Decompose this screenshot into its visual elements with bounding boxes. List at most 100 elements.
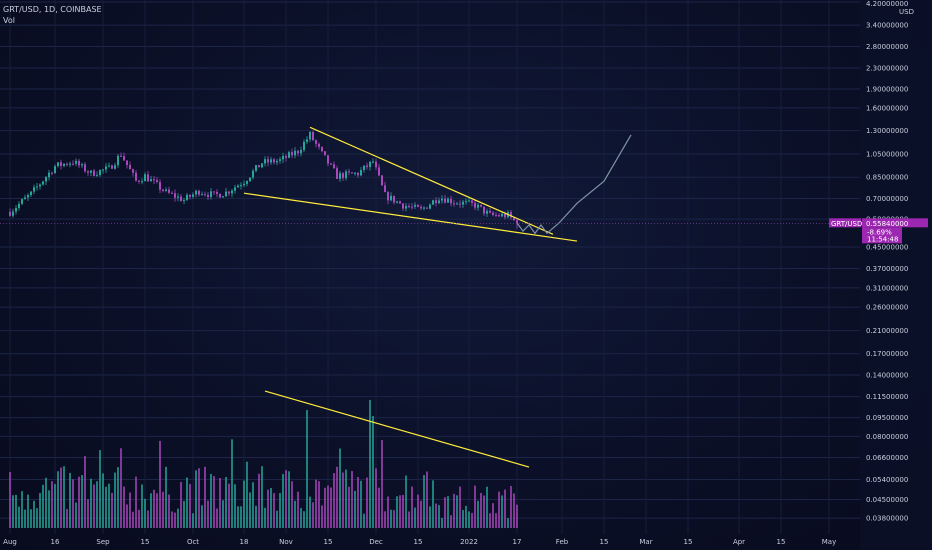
candle-body <box>66 163 68 165</box>
y-tick-label: 2.30000000 <box>866 65 908 73</box>
candle-body <box>123 156 125 161</box>
candle-body <box>21 199 23 204</box>
candle-body <box>258 165 260 168</box>
volume-bar <box>90 478 92 528</box>
y-tick-label: 0.03800000 <box>866 515 908 523</box>
candle-body <box>453 203 455 205</box>
volume-bar <box>405 475 407 528</box>
volume-bar <box>306 410 308 528</box>
trendline-lower-wedge[interactable] <box>243 192 578 242</box>
volume-bar <box>177 508 179 528</box>
chart-header: GRT/USD, 1D, COINBASE Vol <box>3 4 102 26</box>
candle-body <box>516 220 518 224</box>
volume-bar <box>78 476 80 528</box>
candle-body <box>501 213 503 217</box>
candle-body <box>291 152 293 156</box>
candle-body <box>441 198 443 201</box>
volume-bar <box>318 481 320 528</box>
candle-body <box>486 210 488 214</box>
candle-body <box>483 206 485 214</box>
candle-body <box>333 164 335 169</box>
candle-body <box>126 160 128 165</box>
y-tick-label: 0.21000000 <box>866 327 908 335</box>
currency-label: USD <box>899 8 914 16</box>
x-tick-label: 15 <box>141 538 150 546</box>
volume-bar <box>237 506 239 528</box>
x-tick-label: May <box>822 538 836 546</box>
candle-body <box>153 179 155 181</box>
candle-body <box>72 163 74 165</box>
volume-bar <box>63 466 65 528</box>
volume-bar <box>336 466 338 528</box>
candle-body <box>228 191 230 194</box>
projection-path[interactable] <box>516 134 632 235</box>
volume-bar <box>267 489 269 528</box>
candle-body <box>369 161 371 168</box>
volume-bar <box>264 507 266 528</box>
volume-bar <box>270 487 272 528</box>
volume-bar <box>477 500 479 528</box>
price-tag-price[interactable] <box>862 218 928 228</box>
candle-body <box>411 206 413 208</box>
candle-body <box>102 169 104 171</box>
volume-bar <box>441 517 443 528</box>
volume-bar <box>147 510 149 528</box>
volume-bar <box>399 495 401 528</box>
volume-bar <box>492 503 494 528</box>
candle-body <box>132 169 134 173</box>
volume-bar <box>45 477 47 528</box>
candle-body <box>387 192 389 201</box>
volume-label[interactable]: Vol <box>3 16 15 25</box>
volume-bar <box>378 487 380 528</box>
candle-body <box>276 160 278 163</box>
y-tick-label: 3.40000000 <box>866 22 908 30</box>
volume-bar <box>255 505 257 528</box>
volume-bar <box>60 467 62 528</box>
symbol-title[interactable]: GRT/USD, 1D, COINBASE <box>3 5 102 14</box>
volume-bar <box>429 506 431 528</box>
candle-body <box>225 191 227 197</box>
y-tick-label: 1.90000000 <box>866 86 908 94</box>
trendline-upper-wedge[interactable] <box>309 126 554 235</box>
candle-body <box>285 155 287 158</box>
y-tick-label: 0.45000000 <box>866 243 908 251</box>
x-tick-label: Apr <box>733 538 745 546</box>
candle-body <box>294 150 296 156</box>
volume-bar <box>345 469 347 528</box>
volume-bar <box>384 511 386 528</box>
candle-body <box>180 196 182 202</box>
volume-bar <box>195 470 197 528</box>
candle-body <box>465 201 467 203</box>
trendline-volume-trend[interactable] <box>264 390 530 468</box>
volume-bar <box>354 490 356 528</box>
candle-body <box>60 162 62 166</box>
candle-body <box>450 198 452 204</box>
volume-bar <box>99 450 101 528</box>
candle-body <box>438 200 440 204</box>
candle-body <box>192 194 194 197</box>
volume-bar <box>291 481 293 528</box>
candle-body <box>39 184 41 187</box>
volume-bar <box>330 487 332 528</box>
volume-bar <box>33 500 35 528</box>
volume-bar <box>39 493 41 528</box>
candle-body <box>183 200 185 202</box>
symbol-tag[interactable] <box>829 218 861 228</box>
volume-bar <box>324 487 326 528</box>
candle-body <box>306 139 308 142</box>
candle-body <box>381 175 383 186</box>
volume-bar <box>123 486 125 528</box>
volume-bar <box>438 505 440 528</box>
volume-bar <box>393 510 395 528</box>
volume-bar <box>93 484 95 528</box>
candle-body <box>42 181 44 185</box>
volume-bar <box>396 496 398 528</box>
candle-body <box>87 171 89 173</box>
candle-body <box>351 172 353 174</box>
volume-bar <box>249 492 251 528</box>
volume-bar <box>339 448 341 528</box>
candle-body <box>348 171 350 173</box>
x-tick-label: Sep <box>96 538 110 546</box>
volume-bar <box>363 513 365 528</box>
